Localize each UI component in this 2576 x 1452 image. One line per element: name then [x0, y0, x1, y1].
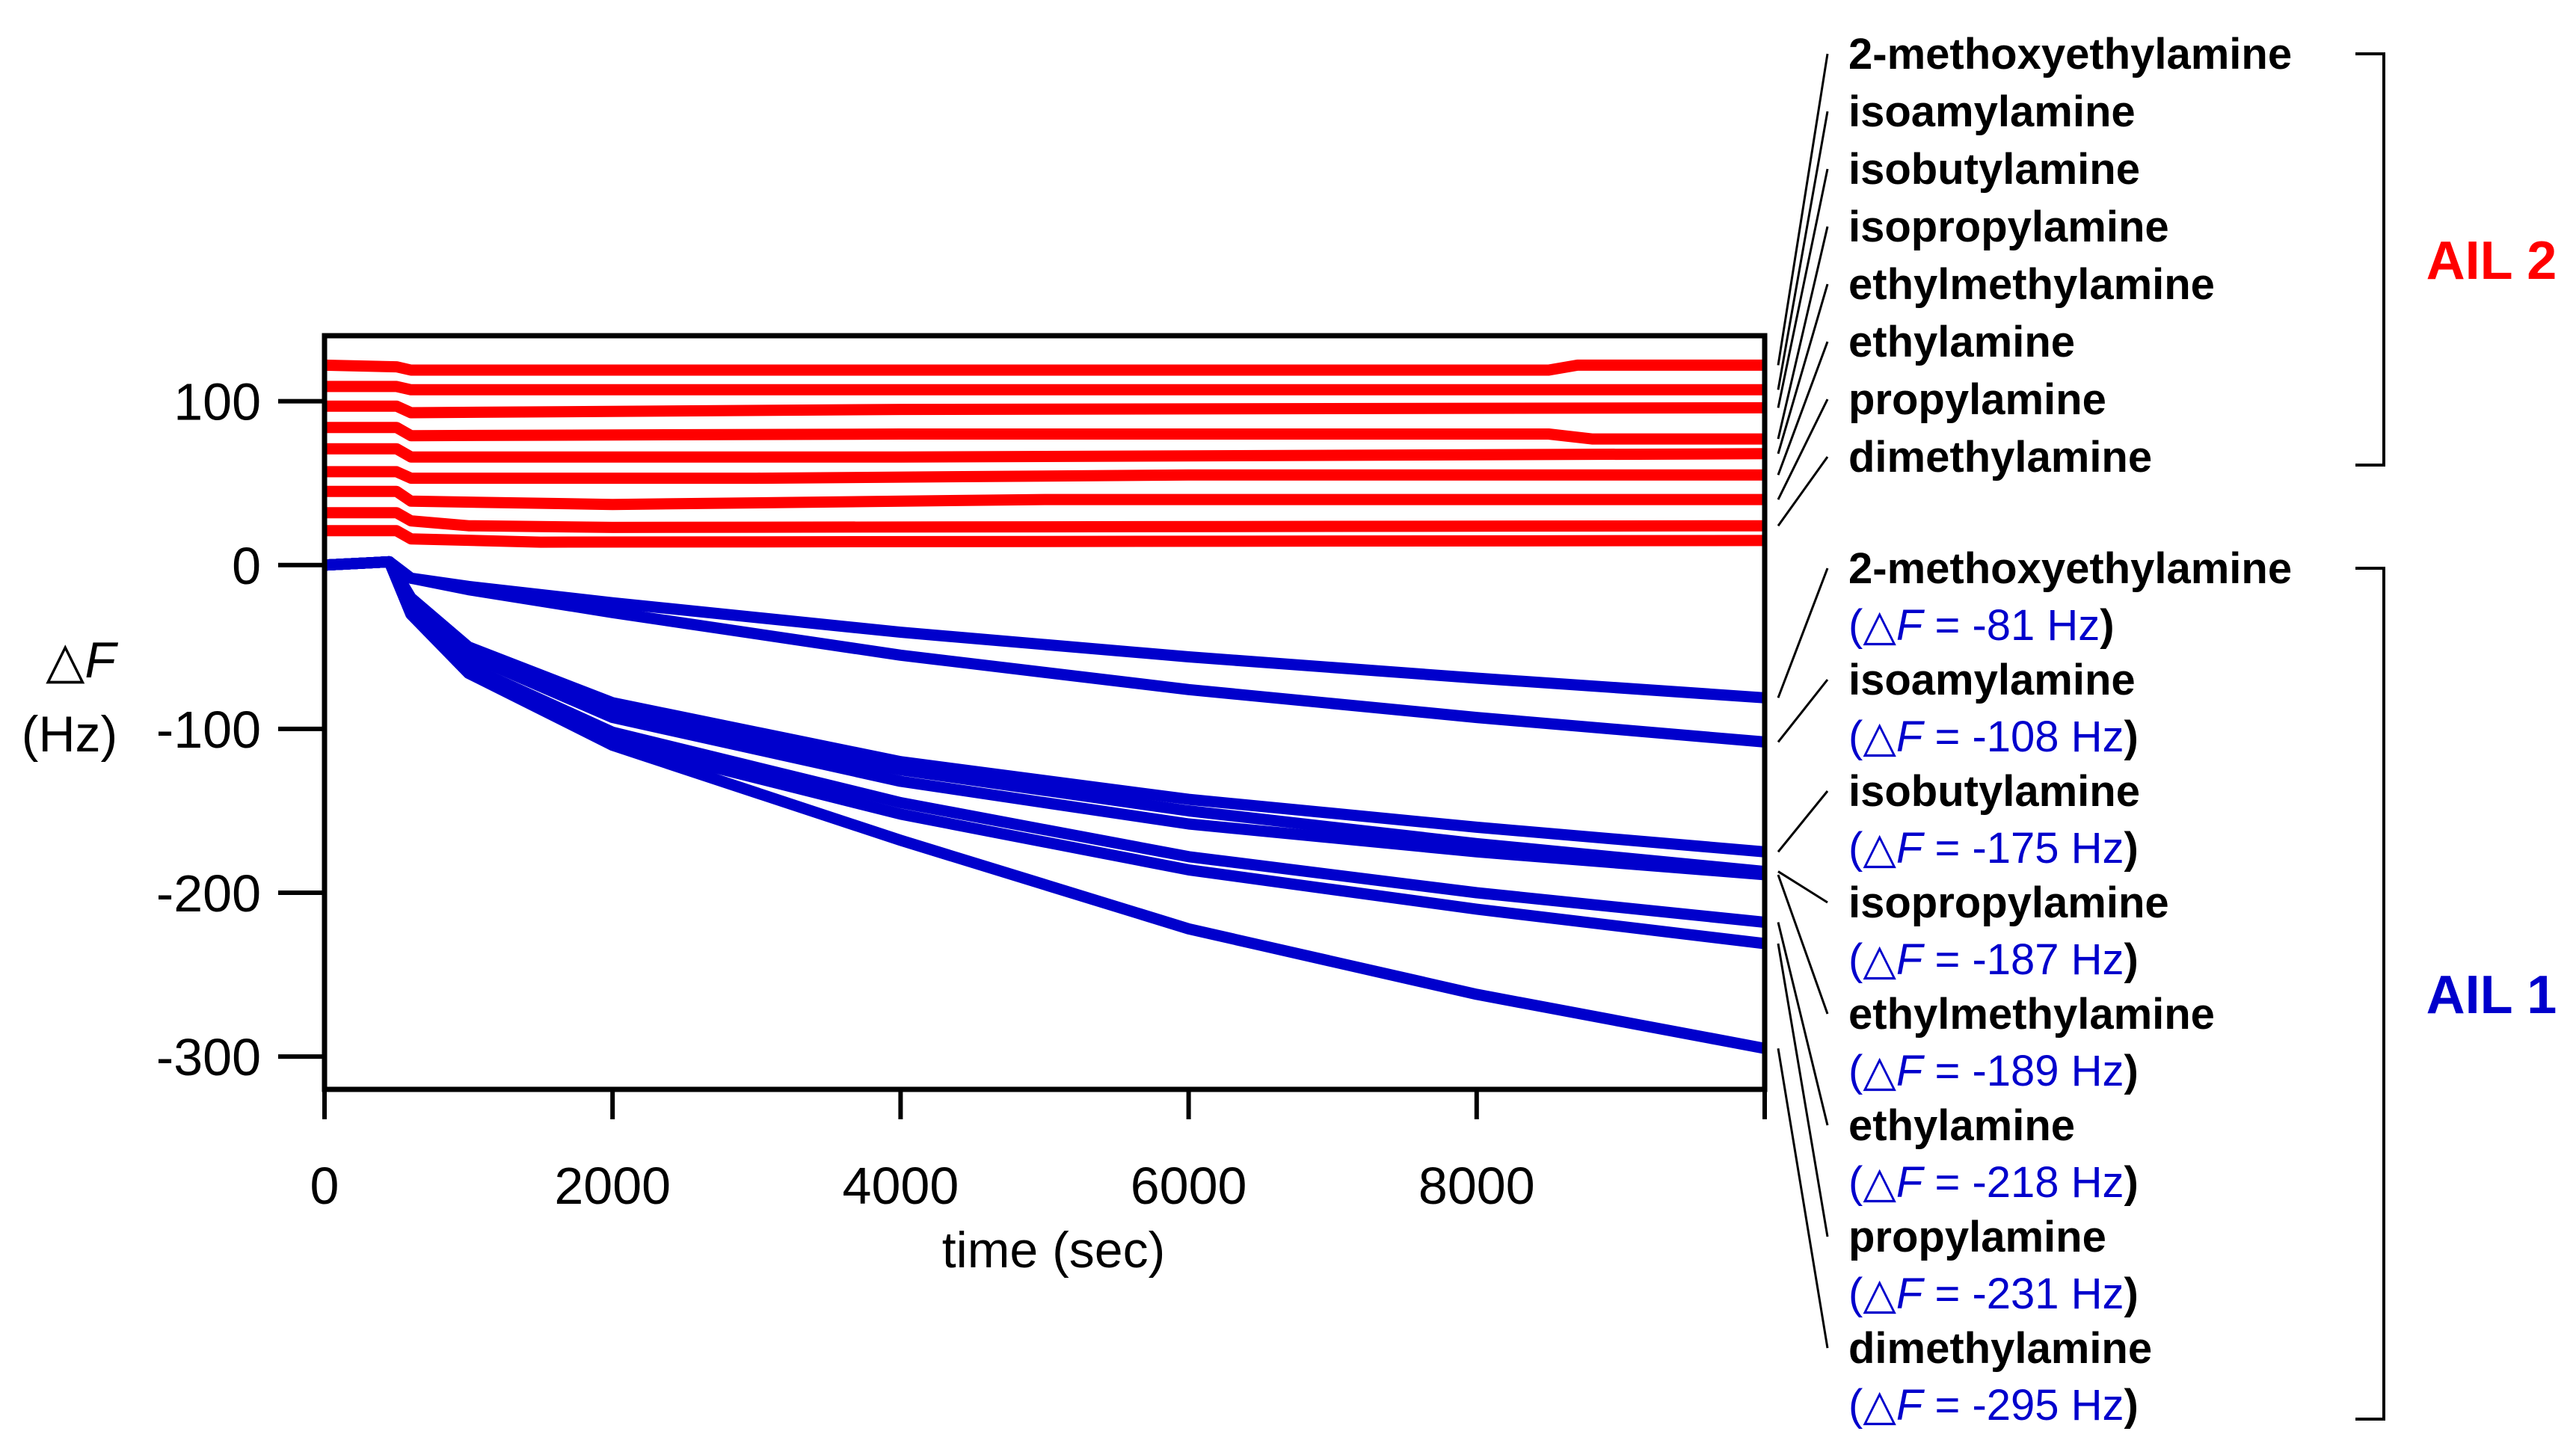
ticks-layer: 0 2000 4000 6000 8000 100 0 -100 -200 -300 — [156, 373, 1767, 1215]
leader-line-ail1-isopropylamine — [1777, 870, 1828, 904]
legend-ail2-isoamylamine: isoamylamine — [1848, 87, 2136, 136]
leader-line-ail1-isoamylamine — [1777, 679, 1829, 743]
legend-ail1-ethylamine: ethylamine — [1848, 1101, 2075, 1150]
legend-ail2-propylamine: propylamine — [1848, 375, 2106, 424]
leader-line-ail2-isopropylamine — [1777, 226, 1829, 440]
bracket-layer: AIL 2 AIL 1 — [2355, 52, 2557, 1421]
plot-frame — [322, 333, 1768, 1092]
legend-ail2-dimethylamine: dimethylamine — [1848, 433, 2152, 482]
legend-ail1-isoamylamine: isoamylamine — [1848, 656, 2136, 704]
legend-layer: 2-methoxyethylamine isoamylamine isobutyla… — [1848, 30, 2292, 1430]
x-tick-label: 4000 — [843, 1157, 959, 1215]
legend-ail1-propylamine: propylamine — [1848, 1213, 2106, 1261]
y-axis-title-symbol: △ — [46, 632, 85, 689]
legend-ail1-isopropylamine: isopropylamine — [1848, 879, 2169, 927]
leader-line-ail1-2-methoxyethylamine — [1777, 567, 1829, 698]
series-layer — [324, 359, 1766, 1054]
series-line-ail-2-ethylmethylamine — [325, 443, 1765, 463]
x-tick-label: 0 — [310, 1157, 339, 1215]
series-line-ail-2-isoamylamine — [325, 381, 1765, 396]
leader-line-ail2-ethylamine — [1777, 341, 1829, 476]
x-axis-title: time (sec) — [942, 1222, 1165, 1279]
series-line-ail-1-ethylamine — [324, 556, 1765, 928]
leader-line-ail1-dimethylamine — [1777, 1048, 1829, 1349]
legend-ail1-delta-isopropylamine: (△F = -187 Hz) — [1848, 935, 2139, 984]
legend-ail2-2-methoxyethylamine: 2-methoxyethylamine — [1848, 30, 2292, 79]
legend-ail1-delta-ethylamine: (△F = -218 Hz) — [1848, 1158, 2139, 1207]
series-line-ail-2-extra — [325, 525, 1765, 548]
legend-ail1-delta-2-methoxyethylamine: (△F = -81 Hz) — [1848, 601, 2115, 650]
leader-line-ail1-propylamine — [1777, 943, 1829, 1237]
leader-line-ail1-ethylamine — [1777, 922, 1829, 1126]
leader-layer — [1777, 53, 1829, 1349]
leader-line-ail2-isobutylamine — [1777, 168, 1829, 408]
legend-ail2-ethylamine: ethylamine — [1848, 318, 2075, 366]
leader-line-ail2-ethylmethylamine — [1777, 283, 1829, 455]
legend-ail1-2-methoxyethylamine: 2-methoxyethylamine — [1848, 544, 2292, 593]
legend-ail1-ethylmethylamine: ethylmethylamine — [1848, 990, 2215, 1039]
y-axis-title-variable: F — [84, 632, 118, 689]
series-line-ail-2-ethylamine — [325, 466, 1765, 484]
x-tick-label: 8000 — [1418, 1157, 1535, 1215]
svg-text:△F: △F — [46, 632, 118, 689]
leader-line-ail1-ethylmethylamine — [1777, 874, 1829, 1015]
y-tick-label: -200 — [156, 864, 261, 923]
legend-ail1-delta-propylamine: (△F = -231 Hz) — [1848, 1270, 2139, 1318]
bracket-ail2 — [2355, 52, 2385, 467]
legend-ail1-delta-isobutylamine: (△F = -175 Hz) — [1848, 824, 2139, 873]
legend-ail1-delta-ethylmethylamine: (△F = -189 Hz) — [1848, 1047, 2139, 1095]
leader-line-ail2-dimethylamine — [1777, 456, 1829, 527]
series-line-ail-2-dimethylamine — [325, 507, 1765, 533]
leader-line-ail2-2-methoxyethylamine — [1777, 53, 1829, 366]
legend-ail1-delta-isoamylamine: (△F = -108 Hz) — [1848, 713, 2139, 761]
leader-line-ail2-propylamine — [1777, 399, 1829, 500]
leader-line-ail2-isoamylamine — [1777, 111, 1829, 390]
y-tick-label: 100 — [173, 373, 261, 431]
legend-ail2-isobutylamine: isobutylamine — [1848, 145, 2140, 194]
series-line-ail-2-2-methoxyethylamine — [324, 359, 1765, 376]
series-line-ail-2-isobutylamine — [325, 400, 1765, 419]
y-tick-label: -300 — [156, 1028, 261, 1086]
legend-ail2-ethylmethylamine: ethylmethylamine — [1848, 260, 2215, 309]
y-tick-label: -100 — [156, 701, 261, 759]
x-tick-label: 2000 — [554, 1157, 671, 1215]
legend-ail1-delta-dimethylamine: (△F = -295 Hz) — [1848, 1381, 2139, 1430]
legend-ail1-isobutylamine: isobutylamine — [1848, 767, 2140, 816]
series-line-ail-2-propylamine — [325, 485, 1765, 511]
legend-ail1-dimethylamine: dimethylamine — [1848, 1324, 2152, 1373]
x-tick-label: 6000 — [1131, 1157, 1247, 1215]
group-label-ail2: AIL 2 — [2426, 231, 2557, 291]
y-axis-title: △F (Hz) — [22, 632, 119, 763]
legend-ail2-isopropylamine: isopropylamine — [1848, 203, 2169, 251]
group-label-ail1: AIL 1 — [2426, 965, 2557, 1025]
y-tick-label: 0 — [232, 537, 261, 595]
bracket-ail1 — [2355, 567, 2385, 1421]
series-line-ail-2-isopropylamine — [325, 422, 1765, 445]
y-axis-title-unit: (Hz) — [22, 706, 117, 763]
leader-line-ail1-isobutylamine — [1777, 790, 1829, 853]
series-line-ail-1-dimethylamine — [324, 556, 1766, 1054]
